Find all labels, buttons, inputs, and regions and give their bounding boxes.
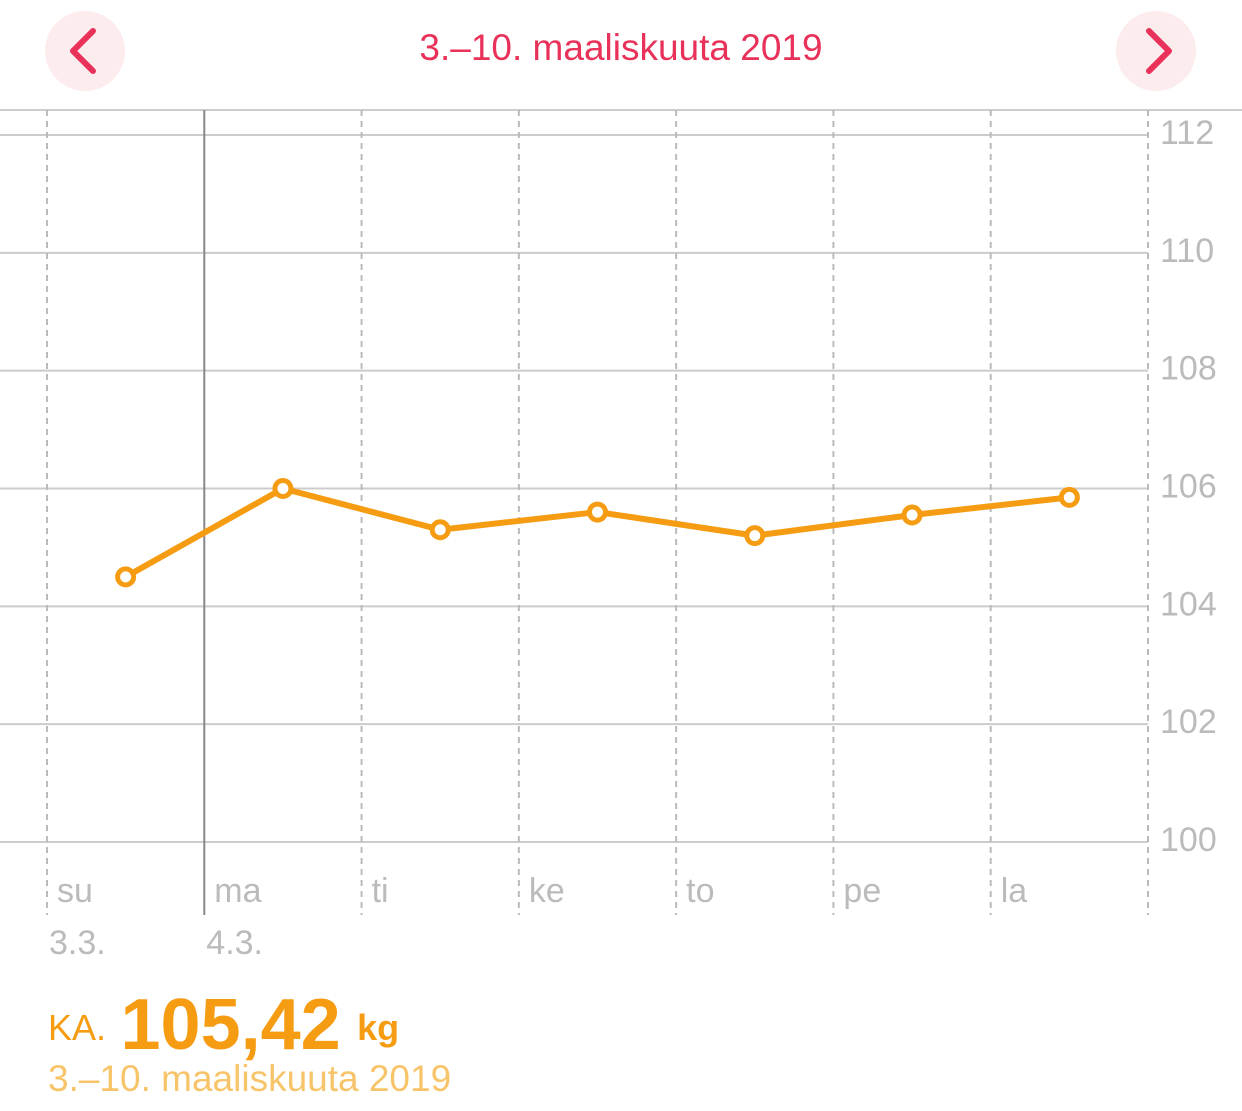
x-tick-label: ke [529,872,565,910]
x-date-label: 3.3. [49,924,106,962]
y-tick-label: 102 [1160,703,1217,741]
chart: 100 102 104 106 108 110 112 su 3.3. ma 4.3. ti ke to p… [0,110,1217,962]
summary-unit: kg [357,1007,399,1048]
y-tick-label: 100 [1160,821,1217,859]
y-tick-label: 104 [1160,585,1217,623]
summary-value: 105,42 [120,985,340,1065]
prev-chevron [70,28,96,74]
x-tick-label: su [57,872,93,910]
point [744,525,766,547]
next-chevron [1146,28,1172,74]
point [272,478,294,499]
y-tick-label: 112 [1160,114,1214,152]
header-title: 3.–10. maaliskuuta 2019 [419,27,822,68]
x-tick-label: ti [372,872,389,910]
point [115,566,137,588]
point [1058,486,1080,508]
summary-range: 3.–10. maaliskuuta 2019 [48,1058,451,1099]
next-button[interactable] [1116,11,1196,91]
point [901,504,923,526]
y-tick-label: 106 [1160,467,1217,505]
x-tick-label: pe [843,872,881,910]
prev-button[interactable] [45,11,125,91]
y-tick-label: 110 [1160,232,1214,270]
y-tick-label: 108 [1160,350,1217,388]
x-tick-label: ma [214,872,261,910]
summary-line: KA. 105,42 kg [48,985,399,1065]
point [587,501,608,523]
x-tick-label: la [1001,872,1028,910]
x-tick-label: to [686,872,714,910]
point [429,519,451,541]
summary-label: KA. [48,1007,106,1048]
x-date-label: 4.3. [206,924,263,962]
